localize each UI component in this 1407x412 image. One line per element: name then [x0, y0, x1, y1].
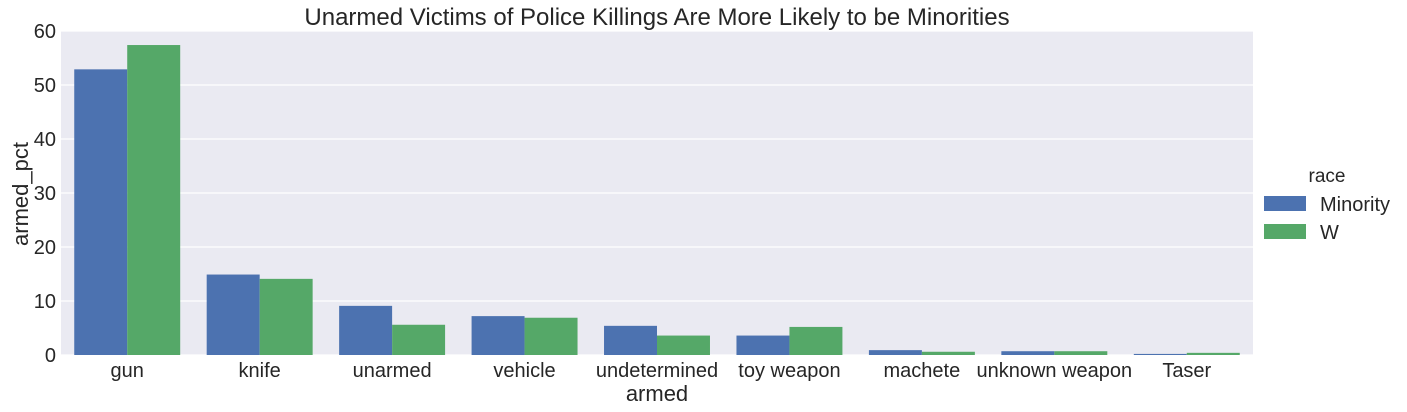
- y-tick-label: 50: [34, 75, 56, 97]
- bars: [74, 45, 1240, 355]
- x-tick-label: knife: [239, 360, 281, 382]
- legend-label: W: [1320, 222, 1339, 244]
- legend-swatch: [1264, 224, 1306, 239]
- bar-w-undetermined: [657, 335, 710, 355]
- bar-minority-gun: [74, 69, 128, 355]
- bar-minority-knife: [206, 274, 260, 355]
- bar-w-toy-weapon: [789, 326, 843, 355]
- y-tick-label: 30: [34, 183, 56, 205]
- x-tick-label: undetermined: [596, 360, 718, 382]
- legend-swatch: [1264, 196, 1306, 211]
- bar-w-gun: [127, 45, 181, 355]
- x-tick-label: machete: [884, 360, 961, 382]
- x-tick-label: Taser: [1162, 360, 1211, 382]
- x-tick-label: unarmed: [353, 360, 432, 382]
- legend-label: Minority: [1320, 194, 1390, 216]
- x-tick-label: vehicle: [493, 360, 555, 382]
- bar-w-unknown-weapon: [1054, 351, 1108, 355]
- y-tick-label: 60: [34, 21, 56, 43]
- y-tick-label: 40: [34, 129, 56, 151]
- bar-minority-unknown-weapon: [1001, 351, 1055, 355]
- x-tick-label: unknown weapon: [976, 360, 1132, 382]
- x-axis-ticks: gun knife unarmed vehicle undetermined toy we…: [111, 360, 1212, 382]
- bar-w-vehicle: [524, 317, 578, 355]
- y-tick-label: 10: [34, 291, 56, 313]
- bar-minority-machete: [868, 350, 922, 355]
- bar-w-machete: [921, 351, 975, 355]
- bar-minority-undetermined: [604, 325, 657, 355]
- bar-minority-unarmed: [339, 305, 393, 355]
- legend-title: race: [1309, 166, 1346, 187]
- x-axis-label: armed: [626, 381, 688, 406]
- bar-minority-vehicle: [471, 316, 525, 355]
- legend: race Minority W: [1264, 166, 1390, 244]
- chart-title: Unarmed Victims of Police Killings Are M…: [304, 4, 1009, 31]
- bar-w-taser: [1186, 352, 1240, 355]
- x-tick-label: gun: [111, 360, 144, 382]
- bar-w-knife: [259, 278, 313, 355]
- y-axis-label: armed_pct: [8, 142, 33, 246]
- x-tick-label: toy weapon: [738, 360, 840, 382]
- bar-minority-taser: [1133, 353, 1187, 355]
- y-tick-label: 20: [34, 237, 56, 259]
- y-tick-label: 0: [45, 345, 56, 367]
- bar-w-unarmed: [392, 324, 446, 355]
- y-axis-ticks: 0 10 20 30 40 50 60: [34, 21, 56, 367]
- bar-minority-toy-weapon: [736, 335, 790, 355]
